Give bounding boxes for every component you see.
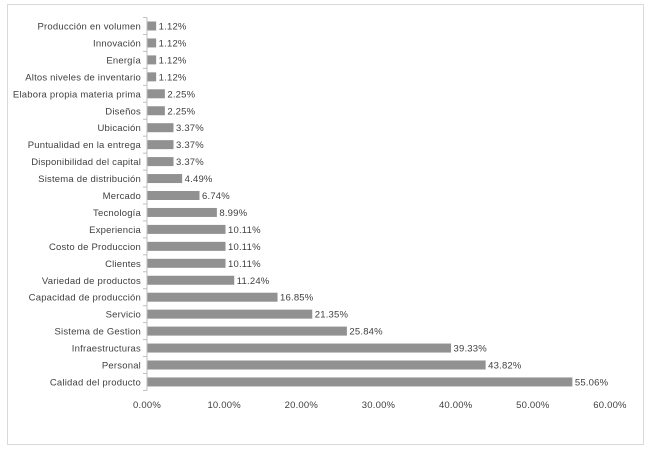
category-label: Elabora propia materia prima	[13, 89, 142, 100]
category-label: Innovación	[93, 38, 141, 49]
category-label: Personal	[102, 361, 141, 372]
category-label: Experiencia	[89, 225, 141, 236]
bar	[147, 89, 165, 99]
bar	[147, 207, 217, 217]
data-label: 55.06%	[575, 377, 609, 388]
x-tick-label: 0.00%	[133, 400, 161, 411]
category-label: Infraestructuras	[72, 344, 141, 355]
data-label: 3.37%	[176, 140, 204, 151]
bar	[147, 292, 278, 302]
category-label: Servicio	[106, 310, 141, 321]
data-label: 10.11%	[228, 259, 261, 270]
data-label: 10.11%	[228, 225, 261, 236]
bar	[147, 258, 226, 268]
x-tick-label: 30.00%	[362, 400, 396, 411]
data-label: 21.35%	[315, 310, 349, 321]
category-label: Capacidad de producción	[29, 293, 141, 304]
category-label: Calidad del producto	[50, 377, 141, 388]
bar	[147, 377, 573, 387]
data-label: 2.25%	[167, 89, 195, 100]
category-label: Ubicación	[97, 123, 141, 134]
data-label: 11.24%	[237, 276, 270, 287]
category-label: Costo de Produccion	[49, 242, 141, 253]
category-label: Sistema de Gestion	[54, 327, 141, 338]
category-label: Mercado	[103, 191, 141, 202]
bar	[147, 224, 226, 234]
bar	[147, 275, 235, 285]
bar	[147, 72, 157, 82]
x-tick-label: 60.00%	[593, 400, 627, 411]
bar	[147, 241, 226, 251]
chart-frame	[7, 4, 644, 445]
category-label: Altos niveles de inventario	[25, 72, 141, 83]
data-label: 8.99%	[219, 208, 247, 219]
bar	[147, 55, 157, 65]
x-tick-label: 40.00%	[439, 400, 473, 411]
data-label: 43.82%	[488, 361, 522, 372]
data-label: 2.25%	[167, 106, 195, 117]
category-label: Diseños	[105, 106, 141, 117]
category-label: Sistema de distribución	[38, 174, 141, 185]
data-label: 3.37%	[176, 157, 204, 168]
bar	[147, 123, 174, 133]
x-tick-label: 10.00%	[207, 400, 241, 411]
bar	[147, 191, 200, 200]
x-tick-label: 50.00%	[516, 400, 550, 411]
bar	[147, 157, 174, 167]
data-label: 3.37%	[176, 123, 204, 134]
category-label: Tecnología	[93, 208, 141, 219]
bar	[147, 309, 313, 319]
bar	[147, 326, 347, 336]
data-label: 1.12%	[159, 55, 187, 66]
bar	[147, 106, 165, 116]
category-label: Producción en volumen	[38, 22, 141, 33]
category-label: Energía	[106, 55, 141, 66]
category-label: Variedad de productos	[42, 276, 141, 287]
bar	[147, 360, 486, 370]
bar	[147, 174, 183, 184]
data-label: 25.84%	[349, 327, 383, 338]
data-label: 6.74%	[202, 191, 230, 202]
category-label: Clientes	[105, 259, 141, 270]
data-label: 10.11%	[228, 242, 261, 253]
data-label: 39.33%	[453, 344, 487, 355]
bar	[147, 343, 451, 353]
x-tick-label: 20.00%	[285, 400, 319, 411]
category-label: Puntualidad en la entrega	[28, 140, 142, 151]
data-label: 16.85%	[280, 293, 314, 304]
data-label: 4.49%	[185, 174, 213, 185]
bar	[147, 21, 157, 31]
bar	[147, 140, 174, 150]
data-label: 1.12%	[159, 38, 187, 49]
bar	[147, 38, 157, 48]
category-label: Disponibilidad del capital	[31, 157, 141, 168]
data-label: 1.12%	[159, 22, 187, 33]
data-label: 1.12%	[159, 72, 187, 83]
